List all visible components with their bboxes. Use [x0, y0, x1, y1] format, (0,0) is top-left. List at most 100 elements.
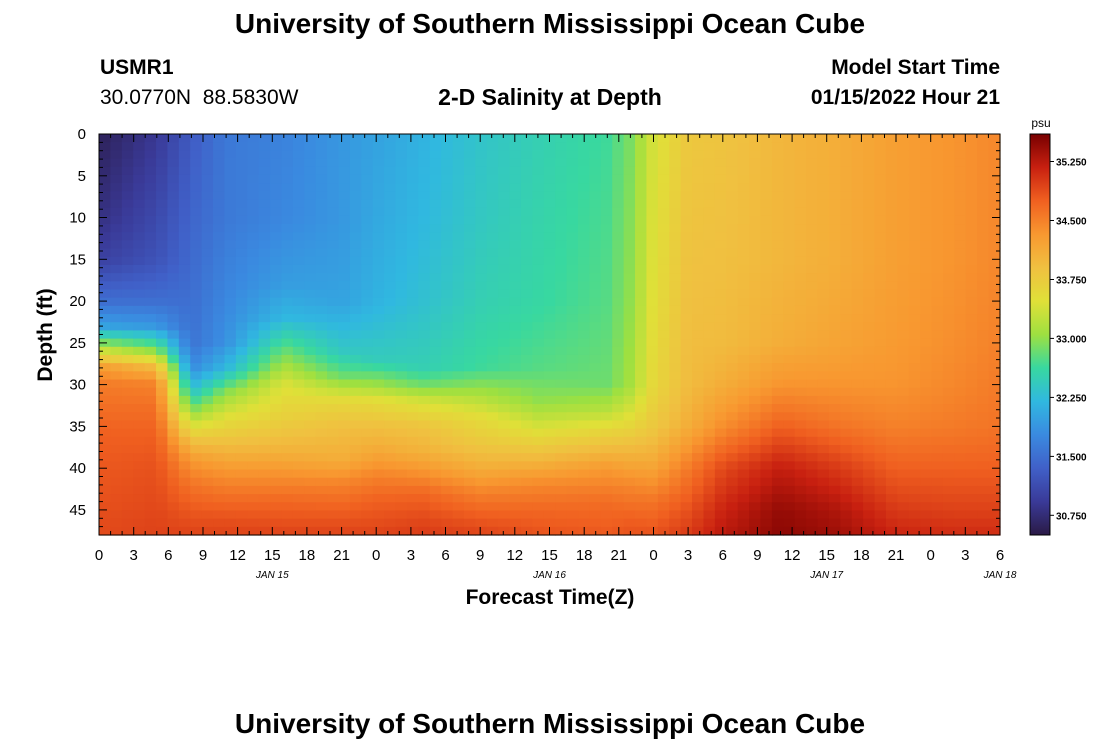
heatmap-cell: [270, 289, 283, 299]
heatmap-cell: [247, 215, 260, 225]
heatmap-cell: [714, 248, 727, 258]
heatmap-cell: [406, 289, 419, 299]
heatmap-cell: [213, 264, 226, 274]
heatmap-cell: [133, 412, 146, 422]
heatmap-cell: [885, 256, 898, 266]
heatmap-cell: [840, 346, 853, 356]
heatmap-cell: [737, 379, 750, 389]
heatmap-cell: [292, 436, 305, 446]
heatmap-cell: [600, 273, 613, 282]
heatmap-cell: [281, 485, 294, 495]
heatmap-cell: [327, 240, 340, 250]
heatmap-cell: [954, 174, 967, 184]
heatmap-cell: [794, 232, 807, 241]
heatmap-cell: [771, 248, 784, 258]
heatmap-cell: [543, 215, 556, 225]
heatmap-cell: [418, 305, 431, 315]
heatmap-cell: [441, 354, 454, 364]
heatmap-cell: [965, 215, 978, 225]
heatmap-cell: [692, 158, 705, 168]
heatmap-cell: [737, 183, 750, 192]
heatmap-cell: [224, 485, 237, 495]
heatmap-cell: [578, 273, 591, 282]
heatmap-cell: [235, 248, 248, 258]
heatmap-cell: [235, 183, 248, 192]
heatmap-cell: [281, 322, 294, 331]
heatmap-cell: [395, 379, 408, 389]
heatmap-cell: [315, 314, 328, 323]
heatmap-cell: [327, 412, 340, 422]
heatmap-cell: [726, 494, 739, 503]
heatmap-cell: [418, 224, 431, 233]
heatmap-cell: [635, 134, 648, 143]
x-tick-label: 3: [130, 547, 138, 564]
heatmap-cell: [851, 166, 864, 176]
heatmap-cell: [977, 354, 990, 364]
heatmap-cell: [988, 240, 1001, 250]
heatmap-cell: [908, 371, 921, 381]
heatmap-cell: [623, 215, 636, 225]
heatmap-cell: [190, 404, 203, 413]
heatmap-cell: [920, 305, 933, 315]
heatmap-cell: [532, 191, 545, 201]
heatmap-cell: [270, 215, 283, 225]
heatmap-cell: [201, 166, 214, 176]
heatmap-cell: [737, 248, 750, 258]
heatmap-cell: [703, 494, 716, 503]
heatmap-cell: [110, 240, 123, 250]
heatmap-cell: [954, 150, 967, 160]
heatmap-cell: [874, 395, 887, 405]
heatmap-cell: [178, 510, 191, 520]
heatmap-cell: [498, 199, 511, 209]
heatmap-cell: [863, 199, 876, 209]
heatmap-cell: [270, 322, 283, 331]
heatmap-cell: [578, 215, 591, 225]
heatmap-cell: [874, 453, 887, 462]
heatmap-cell: [555, 477, 568, 487]
heatmap-cell: [806, 428, 819, 438]
heatmap-cell: [144, 134, 157, 143]
heatmap-cell: [178, 436, 191, 446]
y-tick-label: 35: [69, 418, 86, 435]
heatmap-cell: [156, 297, 169, 307]
heatmap-cell: [99, 354, 112, 364]
heatmap-cell: [372, 174, 385, 184]
heatmap-cell: [338, 453, 351, 462]
heatmap-cell: [429, 502, 442, 512]
heatmap-cell: [486, 174, 499, 184]
heatmap-cell: [441, 510, 454, 520]
heatmap-cell: [235, 412, 248, 422]
heatmap-cell: [612, 297, 625, 307]
heatmap-cell: [258, 469, 271, 479]
heatmap-cell: [703, 371, 716, 381]
heatmap-cell: [406, 469, 419, 479]
heatmap-cell: [623, 224, 636, 233]
heatmap-cell: [623, 232, 636, 241]
heatmap-cell: [874, 166, 887, 176]
heatmap-cell: [235, 256, 248, 266]
heatmap-cell: [680, 444, 693, 454]
heatmap-cell: [885, 134, 898, 143]
heatmap-cell: [475, 215, 488, 225]
heatmap-cell: [612, 207, 625, 217]
heatmap-cell: [292, 289, 305, 299]
heatmap-cell: [315, 134, 328, 143]
heatmap-cell: [110, 494, 123, 503]
heatmap-cell: [954, 363, 967, 372]
heatmap-cell: [361, 158, 374, 168]
heatmap-cell: [942, 526, 955, 536]
heatmap-cell: [384, 477, 397, 487]
heatmap-cell: [190, 428, 203, 438]
heatmap-cell: [133, 289, 146, 299]
heatmap-cell: [794, 166, 807, 176]
heatmap-cell: [110, 314, 123, 323]
heatmap-cell: [988, 354, 1001, 364]
heatmap-cell: [703, 354, 716, 364]
heatmap-cell: [920, 502, 933, 512]
heatmap-cell: [532, 494, 545, 503]
heatmap-cell: [794, 453, 807, 462]
heatmap-cell: [270, 232, 283, 241]
heatmap-cell: [555, 461, 568, 471]
heatmap-cell: [863, 363, 876, 372]
heatmap-cell: [315, 174, 328, 184]
